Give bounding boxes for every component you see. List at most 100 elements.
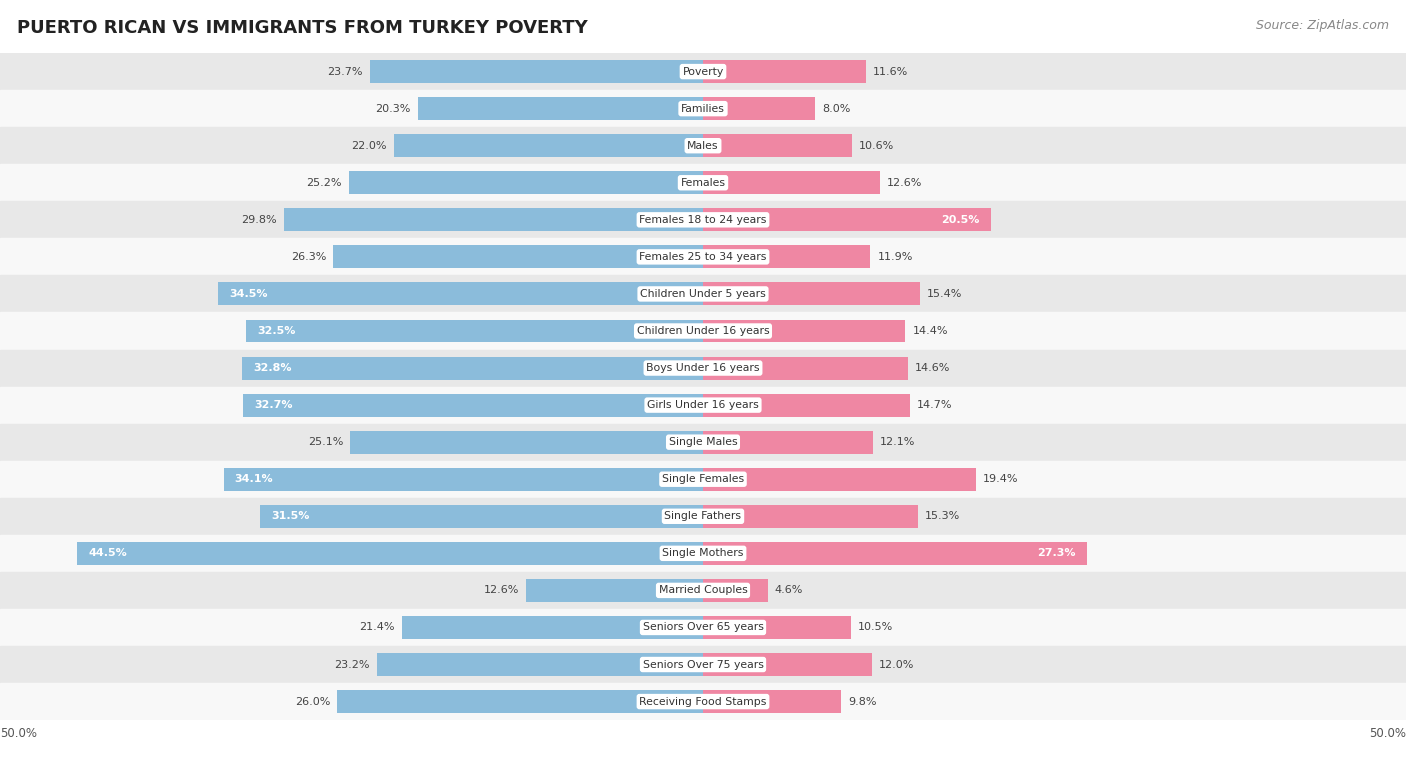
Bar — [703, 616, 851, 639]
Text: 12.6%: 12.6% — [887, 178, 922, 188]
Text: 21.4%: 21.4% — [360, 622, 395, 632]
Bar — [0, 90, 1406, 127]
Text: 27.3%: 27.3% — [1038, 548, 1076, 559]
Bar — [703, 60, 866, 83]
Text: Single Fathers: Single Fathers — [665, 512, 741, 522]
Text: 20.3%: 20.3% — [375, 104, 411, 114]
Text: 25.1%: 25.1% — [308, 437, 343, 447]
Text: 15.4%: 15.4% — [927, 289, 962, 299]
Text: Poverty: Poverty — [682, 67, 724, 77]
Text: 34.1%: 34.1% — [235, 475, 273, 484]
Text: Married Couples: Married Couples — [658, 585, 748, 595]
Text: 4.6%: 4.6% — [775, 585, 803, 595]
Text: 12.0%: 12.0% — [879, 659, 914, 669]
Text: Girls Under 16 years: Girls Under 16 years — [647, 400, 759, 410]
Bar — [377, 653, 703, 676]
Text: Single Mothers: Single Mothers — [662, 548, 744, 559]
Text: 32.8%: 32.8% — [253, 363, 291, 373]
Text: Source: ZipAtlas.com: Source: ZipAtlas.com — [1256, 19, 1389, 32]
Bar — [0, 498, 1406, 535]
Text: 32.5%: 32.5% — [257, 326, 295, 336]
Bar — [0, 646, 1406, 683]
Bar — [526, 579, 703, 602]
Bar — [703, 505, 918, 528]
Text: 19.4%: 19.4% — [983, 475, 1018, 484]
Bar — [0, 238, 1406, 275]
Text: 23.7%: 23.7% — [328, 67, 363, 77]
Bar — [246, 320, 703, 343]
Bar — [77, 542, 703, 565]
Bar — [703, 542, 1087, 565]
Bar — [703, 579, 768, 602]
Text: 12.1%: 12.1% — [880, 437, 915, 447]
Bar — [703, 320, 905, 343]
Text: 10.6%: 10.6% — [859, 141, 894, 151]
Bar — [703, 690, 841, 713]
Bar — [703, 356, 908, 380]
Bar — [218, 283, 703, 305]
Bar — [703, 246, 870, 268]
Bar — [284, 208, 703, 231]
Text: 14.6%: 14.6% — [915, 363, 950, 373]
Bar — [703, 431, 873, 453]
Text: Single Females: Single Females — [662, 475, 744, 484]
Bar — [0, 202, 1406, 238]
Text: Seniors Over 75 years: Seniors Over 75 years — [643, 659, 763, 669]
Bar — [703, 283, 920, 305]
Bar — [0, 127, 1406, 164]
Text: Families: Families — [681, 104, 725, 114]
Text: Boys Under 16 years: Boys Under 16 years — [647, 363, 759, 373]
Text: 50.0%: 50.0% — [0, 727, 37, 740]
Text: 22.0%: 22.0% — [352, 141, 387, 151]
Text: 9.8%: 9.8% — [848, 697, 876, 706]
Bar — [0, 275, 1406, 312]
Bar — [703, 393, 910, 417]
Bar — [703, 171, 880, 194]
Text: Females: Females — [681, 178, 725, 188]
Text: 25.2%: 25.2% — [307, 178, 342, 188]
Legend: Puerto Rican, Immigrants from Turkey: Puerto Rican, Immigrants from Turkey — [553, 754, 853, 758]
Bar — [370, 60, 703, 83]
Text: Seniors Over 65 years: Seniors Over 65 years — [643, 622, 763, 632]
Bar — [0, 424, 1406, 461]
Text: 44.5%: 44.5% — [89, 548, 128, 559]
Bar — [0, 312, 1406, 349]
Text: Receiving Food Stamps: Receiving Food Stamps — [640, 697, 766, 706]
Text: 11.6%: 11.6% — [873, 67, 908, 77]
Text: Males: Males — [688, 141, 718, 151]
Text: Females 25 to 34 years: Females 25 to 34 years — [640, 252, 766, 262]
Bar — [224, 468, 703, 490]
Bar — [349, 171, 703, 194]
Bar — [703, 468, 976, 490]
Text: 11.9%: 11.9% — [877, 252, 912, 262]
Text: 14.7%: 14.7% — [917, 400, 952, 410]
Bar — [0, 461, 1406, 498]
Text: 23.2%: 23.2% — [335, 659, 370, 669]
Bar — [260, 505, 703, 528]
Text: 20.5%: 20.5% — [942, 215, 980, 225]
Bar — [337, 690, 703, 713]
Bar — [333, 246, 703, 268]
Bar — [703, 134, 852, 157]
Text: 29.8%: 29.8% — [242, 215, 277, 225]
Bar — [0, 535, 1406, 572]
Text: 15.3%: 15.3% — [925, 512, 960, 522]
Bar — [0, 572, 1406, 609]
Text: 31.5%: 31.5% — [271, 512, 309, 522]
Bar — [0, 164, 1406, 202]
Text: 10.5%: 10.5% — [858, 622, 893, 632]
Text: 14.4%: 14.4% — [912, 326, 948, 336]
Bar — [703, 208, 991, 231]
Text: Females 18 to 24 years: Females 18 to 24 years — [640, 215, 766, 225]
Bar — [243, 393, 703, 417]
Text: Children Under 16 years: Children Under 16 years — [637, 326, 769, 336]
Bar — [350, 431, 703, 453]
Text: Children Under 5 years: Children Under 5 years — [640, 289, 766, 299]
Bar — [0, 349, 1406, 387]
Bar — [394, 134, 703, 157]
Bar — [242, 356, 703, 380]
Bar — [0, 387, 1406, 424]
Text: 50.0%: 50.0% — [1369, 727, 1406, 740]
Bar — [0, 609, 1406, 646]
Bar — [0, 683, 1406, 720]
